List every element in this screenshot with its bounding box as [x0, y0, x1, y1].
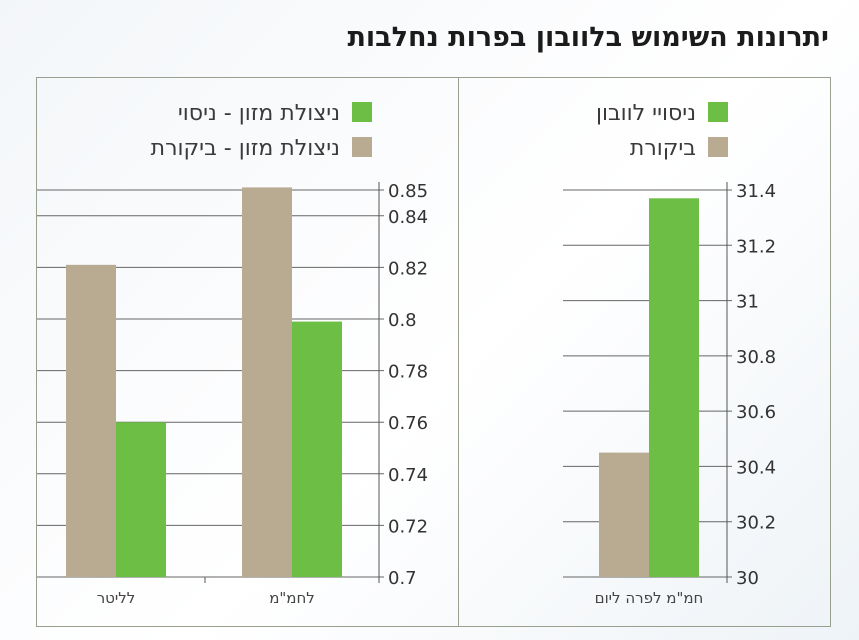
legend-label: ניצולת מזון - ביקורת: [151, 136, 340, 161]
legend-label: ביקורת: [630, 136, 696, 161]
y-tick-label: 30.2: [736, 513, 776, 534]
y-tick-label: 31.2: [736, 236, 776, 257]
y-tick-label: 31: [736, 292, 759, 313]
y-tick-label: 0.85: [388, 181, 428, 202]
x-category-label: לחמ"מ: [269, 589, 315, 607]
y-tick-label: 0.74: [388, 465, 428, 486]
x-category-label: חמ"מ לפרה ליום: [595, 589, 704, 607]
y-tick-label: 0.84: [388, 207, 428, 228]
page-title: יתרונות השימוש בלוובון בפרות נחלבות: [347, 22, 829, 53]
y-tick-label: 0.72: [388, 516, 428, 537]
y-tick-label: 0.78: [388, 362, 428, 383]
y-tick-label: 0.7: [388, 568, 417, 589]
legend-swatch: [708, 102, 728, 122]
y-tick-label: 0.82: [388, 258, 428, 279]
legend-swatch: [352, 102, 372, 122]
y-tick-label: 30.4: [736, 457, 776, 478]
legend-label: ניסויי לוובון: [596, 101, 696, 126]
bar-control: [242, 187, 292, 578]
legend-swatch: [352, 137, 372, 157]
bar-control: [599, 452, 649, 577]
y-tick-label: 0.76: [388, 413, 428, 434]
legend-label: ניצולת מזון - ניסוי: [178, 101, 340, 126]
y-tick-label: 30.8: [736, 347, 776, 368]
bar-trial: [292, 321, 342, 577]
y-tick-label: 30: [736, 568, 759, 589]
bar-trial: [116, 422, 166, 577]
y-tick-label: 31.4: [736, 181, 776, 202]
bar-trial: [649, 198, 699, 578]
y-tick-label: 30.6: [736, 402, 776, 423]
bar-control: [66, 264, 116, 577]
legend-swatch: [708, 137, 728, 157]
milk-yield-chart-panel: [458, 77, 831, 627]
x-category-label: לליטר: [97, 589, 136, 607]
y-tick-label: 0.8: [388, 310, 417, 331]
